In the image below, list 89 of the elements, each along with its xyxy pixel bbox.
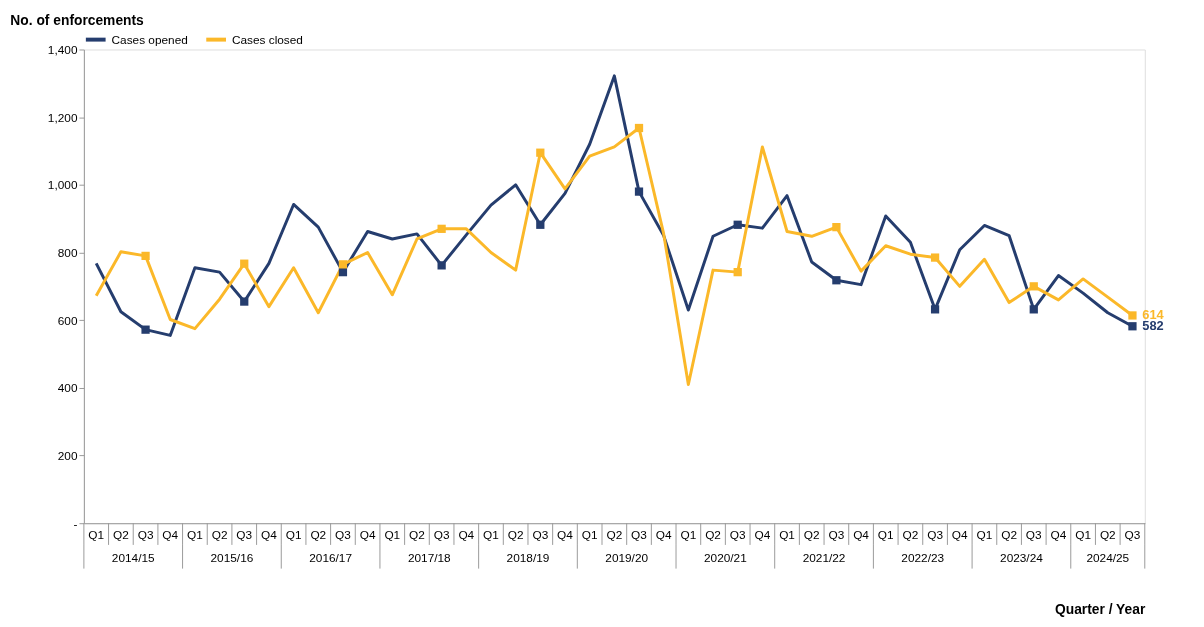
- x-tick-label: Q1: [581, 527, 598, 542]
- point: [141, 325, 150, 334]
- text: 2015/16: [210, 550, 254, 565]
- x-tick-label: Q3: [532, 527, 549, 542]
- point: [1029, 282, 1038, 291]
- point: [634, 123, 644, 133]
- text: 2018/19: [506, 550, 550, 565]
- x-tick-label: Q4: [261, 527, 278, 542]
- text: 2019/20: [605, 550, 649, 565]
- point: [536, 220, 545, 229]
- x-tick-label: Q3: [828, 527, 845, 542]
- x-tick-label: Q3: [335, 527, 352, 542]
- x-axis-title: Quarter / Year: [1055, 600, 1146, 617]
- point: [338, 260, 348, 269]
- x-tick-label: Q3: [729, 527, 747, 542]
- point: [1128, 322, 1137, 331]
- x-tick-label: Q4: [359, 527, 376, 542]
- point: [240, 297, 249, 306]
- point: [930, 253, 940, 262]
- point: [437, 261, 446, 270]
- text: 2023/24: [1000, 550, 1044, 565]
- legend-label: Cases closed: [231, 32, 303, 47]
- text: 2020/21: [703, 550, 747, 565]
- x-tick-label: Q1: [779, 527, 795, 542]
- x-tick-label: Q1: [384, 527, 401, 542]
- point: [832, 276, 841, 285]
- text: 2016/17: [309, 550, 352, 565]
- point: [930, 305, 940, 314]
- point: [536, 148, 545, 157]
- x-tick-label: Q2: [211, 527, 228, 542]
- x-tick-label: Q2: [507, 527, 524, 542]
- x-tick-label: Q2: [1001, 527, 1017, 542]
- x-tick-label: Q3: [433, 527, 450, 542]
- y-tick-label: -: [73, 516, 78, 531]
- text: 2024/25: [1086, 550, 1130, 565]
- x-tick-label: Q1: [877, 527, 894, 542]
- x-tick-label: Q4: [655, 527, 672, 542]
- x-tick-label: Q4: [458, 527, 475, 542]
- text: 2014/15: [111, 550, 156, 565]
- x-tick-label: Q4: [754, 527, 771, 542]
- x-tick-label: Q4: [557, 527, 574, 542]
- x-tick-label: Q1: [1075, 527, 1091, 542]
- x-tick-label: Q4: [162, 527, 179, 542]
- x-tick-label: Q3: [927, 527, 944, 542]
- y-tick-label: 600: [57, 313, 78, 328]
- x-tick-label: Q2: [606, 527, 623, 542]
- y-tick-label: 200: [57, 448, 78, 463]
- text: 2021/22: [802, 550, 846, 565]
- point: [733, 268, 742, 277]
- x-tick-label: Q2: [803, 527, 820, 542]
- x-tick-label: Q1: [976, 527, 993, 542]
- y-tick-label: 1,000: [47, 178, 78, 193]
- point: [437, 224, 446, 233]
- y-tick-label: 1,400: [47, 42, 78, 57]
- x-tick-label: Q1: [483, 527, 499, 542]
- legend-label: Cases opened: [111, 32, 188, 47]
- point: [1029, 305, 1038, 314]
- x-tick-label: Q1: [88, 527, 105, 542]
- y-tick-label: 400: [57, 381, 78, 396]
- y-axis-title: No. of enforcements: [10, 12, 145, 29]
- x-tick-label: Q3: [1124, 527, 1141, 542]
- x-tick-label: Q2: [902, 527, 919, 542]
- x-tick-label: Q2: [310, 527, 327, 542]
- point: [634, 187, 644, 196]
- point: [733, 220, 742, 229]
- y-tick-label: 1,200: [47, 110, 78, 125]
- x-tick-label: Q3: [236, 527, 253, 542]
- point: [1128, 311, 1137, 320]
- x-tick-label: Q4: [853, 527, 870, 542]
- x-tick-label: Q2: [409, 527, 425, 542]
- point: [832, 223, 841, 232]
- x-tick-label: Q3: [1025, 527, 1043, 542]
- x-tick-label: Q4: [951, 527, 969, 542]
- x-tick-label: Q1: [680, 527, 697, 542]
- point: [141, 251, 150, 261]
- text: 2022/23: [901, 550, 945, 565]
- point: [240, 259, 249, 268]
- x-tick-label: Q3: [631, 527, 648, 542]
- x-tick-label: Q3: [137, 527, 154, 542]
- x-tick-label: Q2: [705, 527, 721, 542]
- data-label: 582: [1142, 318, 1164, 334]
- x-tick-label: Q1: [285, 527, 302, 542]
- x-tick-label: Q1: [187, 527, 203, 542]
- x-tick-label: Q2: [113, 527, 129, 542]
- x-tick-label: Q2: [1099, 527, 1116, 542]
- y-tick-label: 800: [57, 245, 78, 260]
- x-tick-label: Q4: [1050, 527, 1067, 542]
- text: 2017/18: [407, 550, 452, 565]
- point: [338, 268, 348, 277]
